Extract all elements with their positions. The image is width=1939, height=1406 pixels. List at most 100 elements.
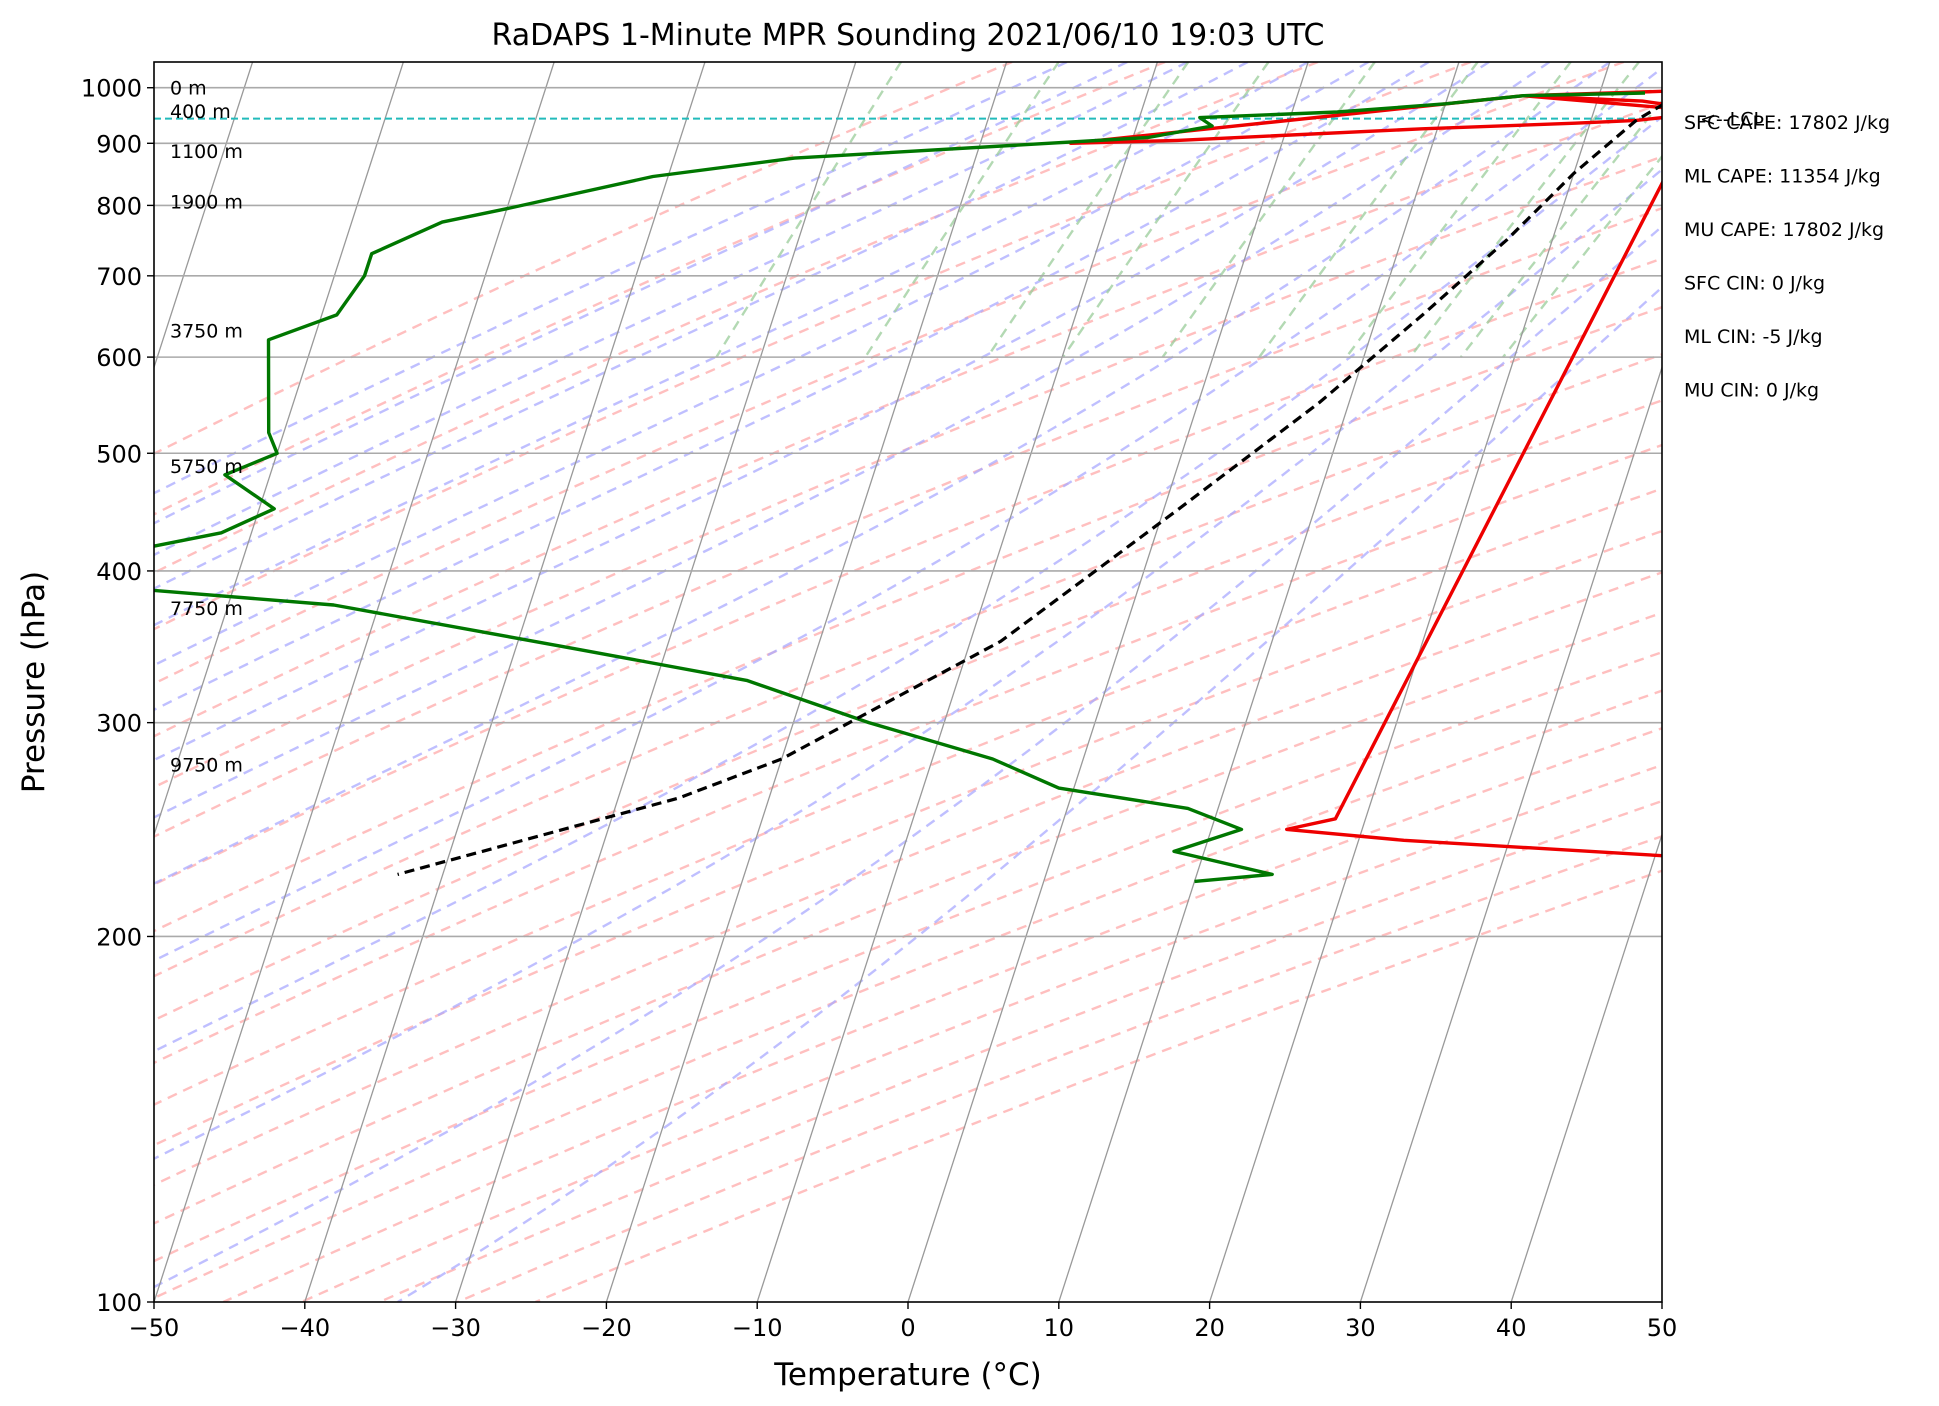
dry-adiabat [154, 487, 1662, 1106]
isotherm [1510, 832, 1662, 1302]
mixing-ratio-line [864, 62, 1060, 358]
isotherm [1208, 62, 1611, 1302]
height-label: 1900 m [170, 191, 243, 213]
parcel-profile-line [397, 103, 1662, 876]
x-tick-label: −40 [279, 1314, 330, 1342]
moist-adiabats [154, 62, 1662, 1302]
mixing-ratio-lines [715, 62, 1662, 358]
x-tick-label: −10 [732, 1314, 783, 1342]
y-tick-label: 800 [96, 192, 142, 220]
mixing-ratio-line [1502, 154, 1662, 358]
height-label: 9750 m [170, 755, 243, 777]
height-label: 3750 m [170, 321, 243, 343]
isotherm [1058, 62, 1460, 1302]
dewpoint-profile-line [154, 91, 1646, 884]
moist-adiabat [154, 66, 1662, 962]
isotherm [304, 62, 706, 1302]
dry-adiabat [154, 206, 1662, 838]
y-tick-label: 400 [96, 558, 142, 586]
x-tick-label: −50 [129, 1314, 180, 1342]
mixing-ratio-line [1258, 62, 1479, 358]
dry-adiabat [154, 62, 1625, 685]
x-tick-label: −20 [581, 1314, 632, 1342]
y-tick-label: 700 [96, 263, 142, 291]
chart-title: RaDAPS 1-Minute MPR Sounding 2021/06/10 … [492, 18, 1325, 53]
x-tick-label: 40 [1496, 1314, 1527, 1342]
moist-adiabat [154, 62, 1490, 762]
height-label: 400 m [170, 101, 231, 123]
mixing-ratio-line [1061, 62, 1270, 358]
isotherm [1359, 365, 1662, 1302]
y-tick-label: 500 [96, 440, 142, 468]
mixing-ratio-line [1161, 62, 1376, 358]
dry-adiabats [154, 62, 1662, 1302]
y-axis-label: Pressure (hPa) [16, 571, 52, 793]
y-tick-label: 600 [96, 344, 142, 372]
mixing-ratio-line [1345, 62, 1572, 358]
moist-adiabat [154, 62, 1249, 590]
x-tick-label: 0 [900, 1314, 915, 1342]
stability-index: ML CAPE: 11354 J/kg [1684, 166, 1881, 188]
isotherm [154, 62, 254, 370]
dry-adiabat [154, 257, 1662, 886]
x-axis-ticks: −50 −40 −30 −20 −10 0 10 20 30 40 50 [129, 1302, 1678, 1342]
moist-adiabat [154, 62, 1611, 885]
x-axis-label: Temperature (°C) [773, 1357, 1042, 1393]
stability-index: MU CAPE: 17802 J/kg [1684, 219, 1884, 241]
dry-adiabat [154, 689, 1662, 1300]
dry-adiabat [154, 155, 1662, 789]
lcl-label: <--LCL [1700, 109, 1764, 131]
temperature-profile-line [1069, 89, 1662, 858]
moist-adiabat [154, 62, 1370, 667]
mixing-ratio-line [1459, 99, 1662, 358]
moist-adiabat [154, 62, 1309, 627]
isotherms [154, 62, 1662, 1302]
dry-adiabat [154, 353, 1662, 978]
isotherm [907, 62, 1309, 1302]
height-label: 5750 m [170, 456, 243, 478]
dry-adiabat [154, 611, 1662, 1225]
dry-adiabat [154, 101, 1662, 738]
isotherm [154, 62, 555, 1302]
moist-adiabat [154, 62, 1068, 495]
y-tick-label: 900 [96, 130, 142, 158]
dry-adiabat [154, 305, 1662, 933]
dry-adiabat [154, 62, 1319, 575]
dry-adiabat [300, 763, 1662, 1302]
height-label: 1100 m [170, 141, 243, 163]
isotherm [756, 62, 1158, 1302]
sounding-profiles [154, 89, 1662, 884]
moist-adiabat [154, 62, 1551, 819]
stability-index: SFC CAPE: 17802 J/kg [1684, 112, 1890, 134]
y-tick-label: 1000 [81, 75, 142, 103]
moist-adiabat [397, 285, 1662, 1302]
x-tick-label: −30 [430, 1314, 481, 1342]
dry-adiabat [378, 799, 1662, 1302]
mixing-ratio-line [986, 62, 1190, 358]
stability-index: MU CIN: 0 J/kg [1684, 380, 1819, 402]
moist-adiabat [154, 168, 1662, 1161]
dry-adiabat [154, 571, 1662, 1187]
mixing-ratio-line [1409, 62, 1640, 358]
isotherm [1661, 1299, 1662, 1302]
x-tick-label: 30 [1345, 1314, 1376, 1342]
stability-index: ML CIN: -5 J/kg [1684, 326, 1823, 348]
x-tick-label: 50 [1647, 1314, 1678, 1342]
plot-area [154, 62, 1662, 1302]
dry-adiabat [154, 399, 1662, 1022]
y-tick-label: 100 [96, 1289, 142, 1317]
isobars [154, 86, 1662, 938]
y-tick-label: 200 [96, 923, 142, 951]
x-tick-label: 20 [1194, 1314, 1225, 1342]
isotherm [605, 62, 1008, 1302]
mixing-ratio-line [715, 62, 903, 358]
height-label: 0 m [170, 78, 207, 100]
dry-adiabat [222, 726, 1662, 1302]
y-tick-label: 300 [96, 710, 142, 738]
moist-adiabat [154, 62, 1128, 525]
stability-index: SFC CIN: 0 J/kg [1684, 273, 1825, 295]
moist-adiabat [154, 62, 1430, 712]
isotherm [154, 62, 404, 837]
